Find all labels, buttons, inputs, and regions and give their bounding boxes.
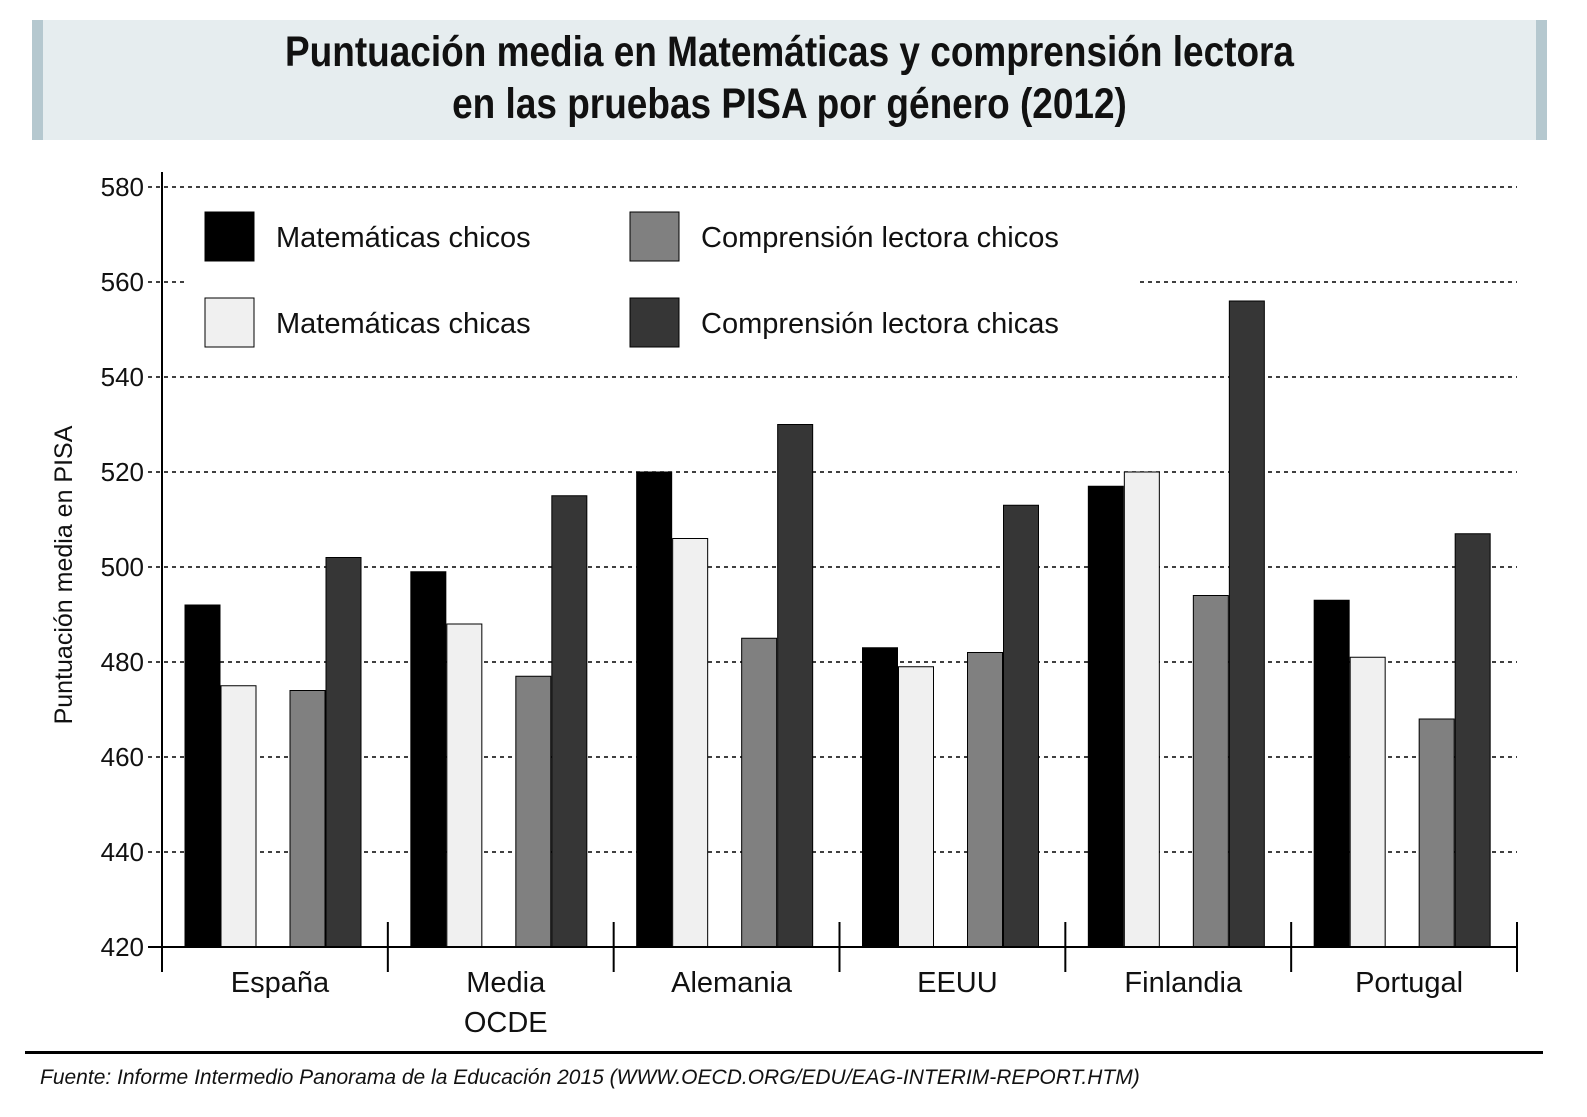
bar-2-3 — [967, 652, 1003, 948]
x-category-label: Finlandia — [1124, 967, 1243, 999]
title-banner: Puntuación media en Matemáticas y compre… — [32, 20, 1547, 140]
x-category-label: Portugal — [1355, 967, 1463, 999]
y-tick-label: 520 — [101, 457, 144, 487]
y-tick-label: 460 — [101, 742, 144, 772]
legend-swatch — [629, 211, 680, 262]
x-category-label: España — [231, 967, 330, 999]
y-tick-label: 440 — [101, 837, 144, 867]
legend-label: Matemáticas chicos — [276, 222, 531, 254]
bar-0-5 — [1313, 599, 1350, 948]
bar-1-4 — [1123, 471, 1160, 948]
legend-swatch — [204, 211, 255, 262]
bar-3-0 — [325, 557, 362, 948]
bar-0-2 — [636, 471, 673, 948]
bar-2-1 — [515, 675, 552, 948]
bar-0-4 — [1087, 485, 1124, 948]
bar-2-5 — [1418, 718, 1455, 948]
bar-1-3 — [898, 666, 934, 948]
y-tick-label: 500 — [101, 552, 144, 582]
x-category-label: Alemania — [671, 967, 793, 999]
legend-swatch — [629, 297, 680, 348]
bar-0-1 — [410, 571, 447, 948]
bar-3-5 — [1454, 533, 1491, 948]
legend-label: Matemáticas chicas — [276, 308, 531, 340]
bar-1-5 — [1349, 656, 1386, 948]
y-tick-label: 480 — [101, 647, 144, 677]
bottom-rule — [25, 1051, 1543, 1054]
source-note: Fuente: Informe Intermedio Panorama de l… — [40, 1066, 1140, 1089]
chart-title-line-2: en las pruebas PISA por género (2012) — [452, 80, 1127, 128]
y-tick-label: 540 — [101, 362, 144, 392]
bar-0-0 — [184, 604, 221, 948]
y-tick-label: 580 — [101, 172, 144, 202]
bar-0-3 — [862, 647, 898, 948]
legend-swatch — [204, 297, 255, 348]
y-tick-label: 560 — [101, 267, 144, 297]
x-category-label: Media OCDE — [464, 967, 548, 1039]
legend-label: Comprensión lectora chicos — [701, 222, 1059, 254]
bar-2-4 — [1192, 595, 1229, 948]
chart-title-line-1: Puntuación media en Matemáticas y compre… — [284, 28, 1295, 76]
y-axis-label: Puntuación media en PISA — [50, 425, 78, 724]
bar-2-2 — [741, 637, 778, 948]
bar-1-0 — [220, 685, 257, 948]
legend-label: Comprensión lectora chicas — [701, 308, 1059, 340]
y-tick-label: 420 — [101, 932, 144, 962]
bar-2-0 — [289, 690, 326, 948]
bar-3-4 — [1228, 300, 1265, 948]
bar-1-2 — [672, 538, 709, 948]
bar-3-2 — [777, 424, 814, 948]
bar-1-1 — [446, 623, 483, 948]
bar-3-1 — [551, 495, 588, 948]
bar-3-3 — [1003, 504, 1039, 948]
x-category-label: EEUU — [917, 967, 998, 999]
